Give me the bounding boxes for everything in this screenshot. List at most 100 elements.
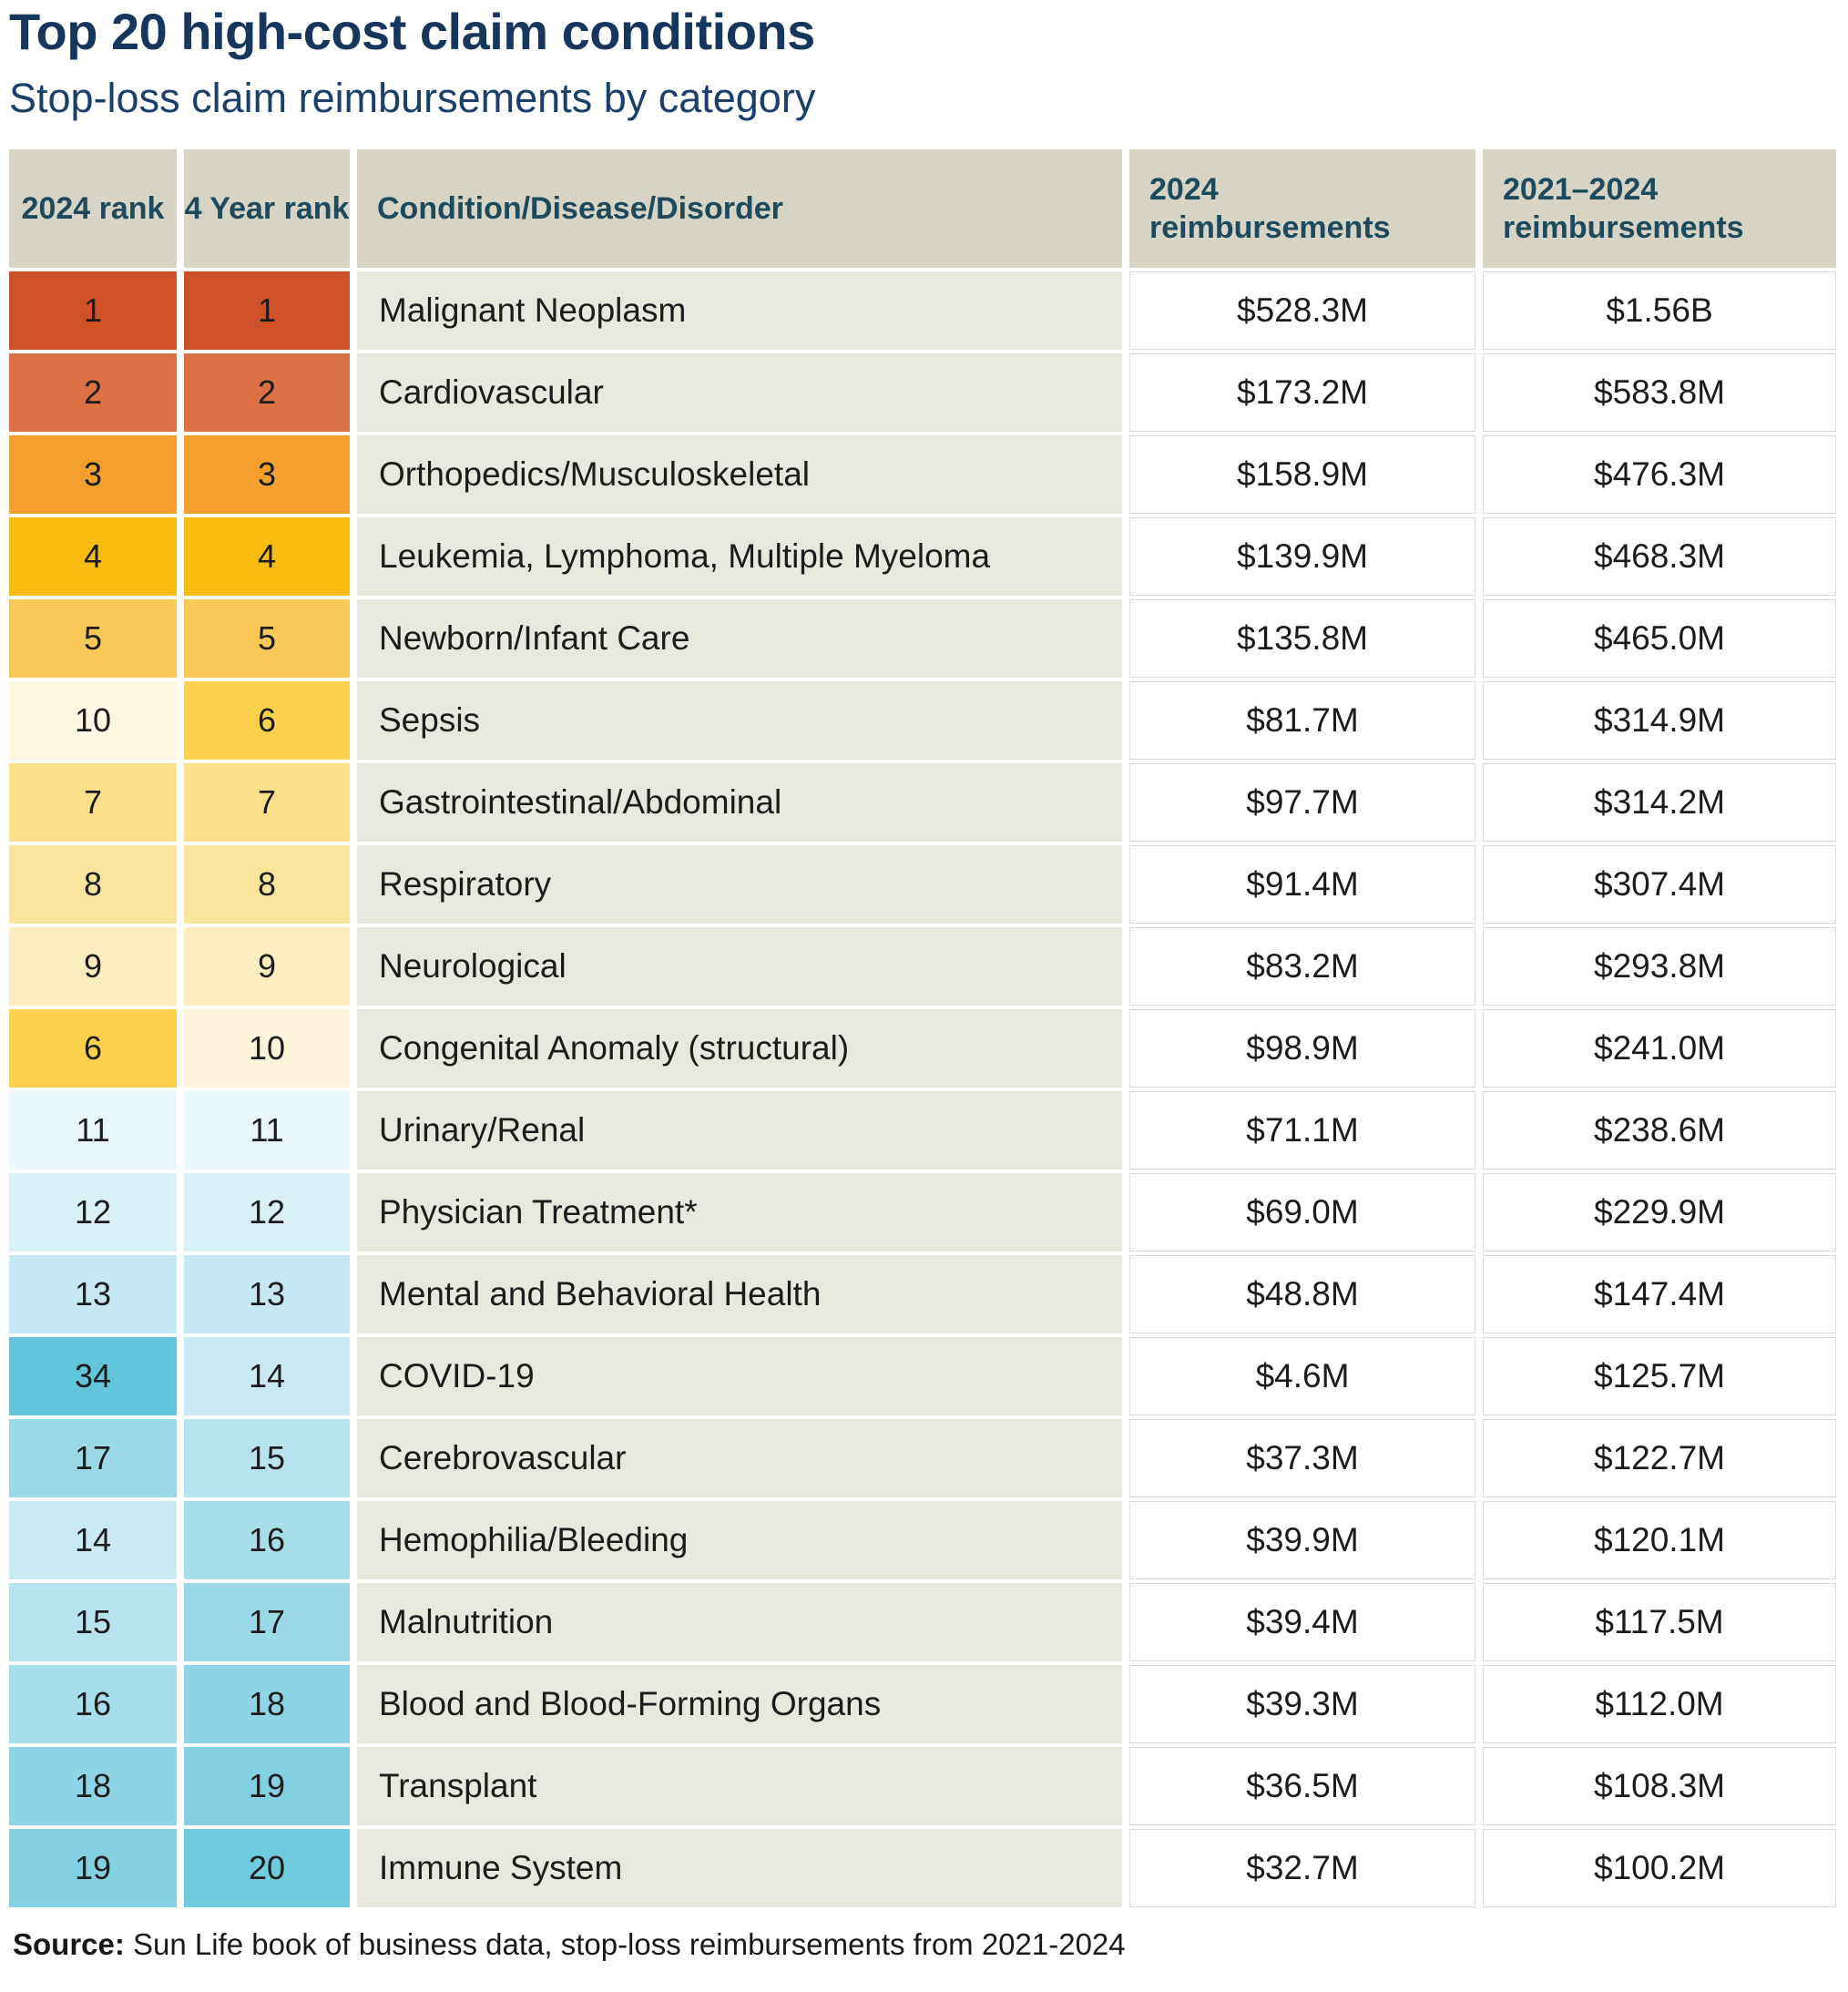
rank-2024-cell: 11 [9,1091,177,1170]
reimb-2021-2024-cell: $122.7M [1483,1419,1836,1497]
rank-2024-cell: 10 [9,681,177,760]
condition-cell: Malnutrition [357,1583,1122,1661]
reimb-2021-2024-cell: $468.3M [1483,517,1836,596]
rank-4yr-cell: 5 [184,599,350,678]
reimb-2021-2024-cell: $229.9M [1483,1173,1836,1251]
rank-4yr-cell: 4 [184,517,350,596]
col-header-2024-reimbursements: 2024 reimbursements [1129,149,1475,268]
rank-4yr-cell: 6 [184,681,350,760]
rank-4yr-cell: 17 [184,1583,350,1661]
reimb-2024-cell: $97.7M [1129,763,1475,842]
reimb-2024-cell: $4.6M [1129,1337,1475,1415]
reimb-2024-cell: $98.9M [1129,1009,1475,1088]
rank-4yr-cell: 3 [184,435,350,514]
reimb-2021-2024-cell: $100.2M [1483,1829,1836,1907]
reimb-2024-cell: $39.4M [1129,1583,1475,1661]
reimb-2021-2024-cell: $147.4M [1483,1255,1836,1333]
rank-4yr-cell: 15 [184,1419,350,1497]
claims-table: 2024 rank 4 Year rank Condition/Disease/Di… [9,149,1836,1907]
col-header-2021-2024-reimbursements: 2021–2024 reimbursements [1483,149,1836,268]
reimb-2021-2024-cell: $241.0M [1483,1009,1836,1088]
reimb-2024-cell: $139.9M [1129,517,1475,596]
condition-cell: Cardiovascular [357,353,1122,432]
rank-2024-cell: 8 [9,845,177,924]
condition-cell: Newborn/Infant Care [357,599,1122,678]
condition-cell: Hemophilia/Bleeding [357,1501,1122,1579]
col-header-2024-rank: 2024 rank [9,149,177,268]
reimb-2024-cell: $39.3M [1129,1665,1475,1743]
rank-2024-cell: 7 [9,763,177,842]
rank-4yr-cell: 12 [184,1173,350,1251]
rank-4yr-cell: 13 [184,1255,350,1333]
condition-cell: COVID-19 [357,1337,1122,1415]
reimb-2024-cell: $528.3M [1129,271,1475,350]
rank-2024-cell: 5 [9,599,177,678]
reimb-2021-2024-cell: $583.8M [1483,353,1836,432]
condition-cell: Congenital Anomaly (structural) [357,1009,1122,1088]
col-header-condition: Condition/Disease/Disorder [357,149,1122,268]
rank-2024-cell: 34 [9,1337,177,1415]
reimb-2024-cell: $83.2M [1129,927,1475,1006]
reimb-2021-2024-cell: $314.2M [1483,763,1836,842]
reimb-2021-2024-cell: $120.1M [1483,1501,1836,1579]
rank-4yr-cell: 9 [184,927,350,1006]
source-label: Source: [13,1927,125,1961]
rank-2024-cell: 3 [9,435,177,514]
reimb-2024-cell: $37.3M [1129,1419,1475,1497]
condition-cell: Gastrointestinal/Abdominal [357,763,1122,842]
condition-cell: Immune System [357,1829,1122,1907]
reimb-2024-cell: $81.7M [1129,681,1475,760]
reimb-2021-2024-cell: $314.9M [1483,681,1836,760]
reimb-2021-2024-cell: $307.4M [1483,845,1836,924]
rank-2024-cell: 19 [9,1829,177,1907]
rank-2024-cell: 15 [9,1583,177,1661]
reimb-2021-2024-cell: $293.8M [1483,927,1836,1006]
condition-cell: Blood and Blood-Forming Organs [357,1665,1122,1743]
reimb-2024-cell: $32.7M [1129,1829,1475,1907]
condition-cell: Mental and Behavioral Health [357,1255,1122,1333]
rank-4yr-cell: 7 [184,763,350,842]
source-text: Sun Life book of business data, stop-los… [124,1927,1126,1961]
source-note: Source: Sun Life book of business data, … [13,1927,1839,1962]
rank-2024-cell: 17 [9,1419,177,1497]
rank-2024-cell: 2 [9,353,177,432]
rank-2024-cell: 12 [9,1173,177,1251]
reimb-2021-2024-cell: $108.3M [1483,1747,1836,1825]
reimb-2024-cell: $48.8M [1129,1255,1475,1333]
rank-2024-cell: 18 [9,1747,177,1825]
rank-4yr-cell: 10 [184,1009,350,1088]
col-header-4year-rank: 4 Year rank [184,149,350,268]
rank-4yr-cell: 16 [184,1501,350,1579]
condition-cell: Physician Treatment* [357,1173,1122,1251]
page-title: Top 20 high-cost claim conditions [9,3,815,60]
reimb-2021-2024-cell: $476.3M [1483,435,1836,514]
condition-cell: Cerebrovascular [357,1419,1122,1497]
reimb-2021-2024-cell: $1.56B [1483,271,1836,350]
condition-cell: Urinary/Renal [357,1091,1122,1170]
page-subtitle: Stop-loss claim reimbursements by catego… [9,75,816,121]
condition-cell: Respiratory [357,845,1122,924]
condition-cell: Orthopedics/Musculoskeletal [357,435,1122,514]
reimb-2021-2024-cell: $125.7M [1483,1337,1836,1415]
rank-2024-cell: 6 [9,1009,177,1088]
condition-cell: Leukemia, Lymphoma, Multiple Myeloma [357,517,1122,596]
rank-4yr-cell: 2 [184,353,350,432]
rank-4yr-cell: 18 [184,1665,350,1743]
rank-4yr-cell: 11 [184,1091,350,1170]
reimb-2021-2024-cell: $238.6M [1483,1091,1836,1170]
rank-4yr-cell: 14 [184,1337,350,1415]
reimb-2024-cell: $91.4M [1129,845,1475,924]
rank-2024-cell: 1 [9,271,177,350]
reimb-2021-2024-cell: $112.0M [1483,1665,1836,1743]
rank-2024-cell: 9 [9,927,177,1006]
condition-cell: Sepsis [357,681,1122,760]
rank-2024-cell: 16 [9,1665,177,1743]
reimb-2024-cell: $36.5M [1129,1747,1475,1825]
reimb-2021-2024-cell: $117.5M [1483,1583,1836,1661]
rank-4yr-cell: 19 [184,1747,350,1825]
condition-cell: Malignant Neoplasm [357,271,1122,350]
reimb-2024-cell: $71.1M [1129,1091,1475,1170]
reimb-2024-cell: $135.8M [1129,599,1475,678]
reimb-2024-cell: $69.0M [1129,1173,1475,1251]
